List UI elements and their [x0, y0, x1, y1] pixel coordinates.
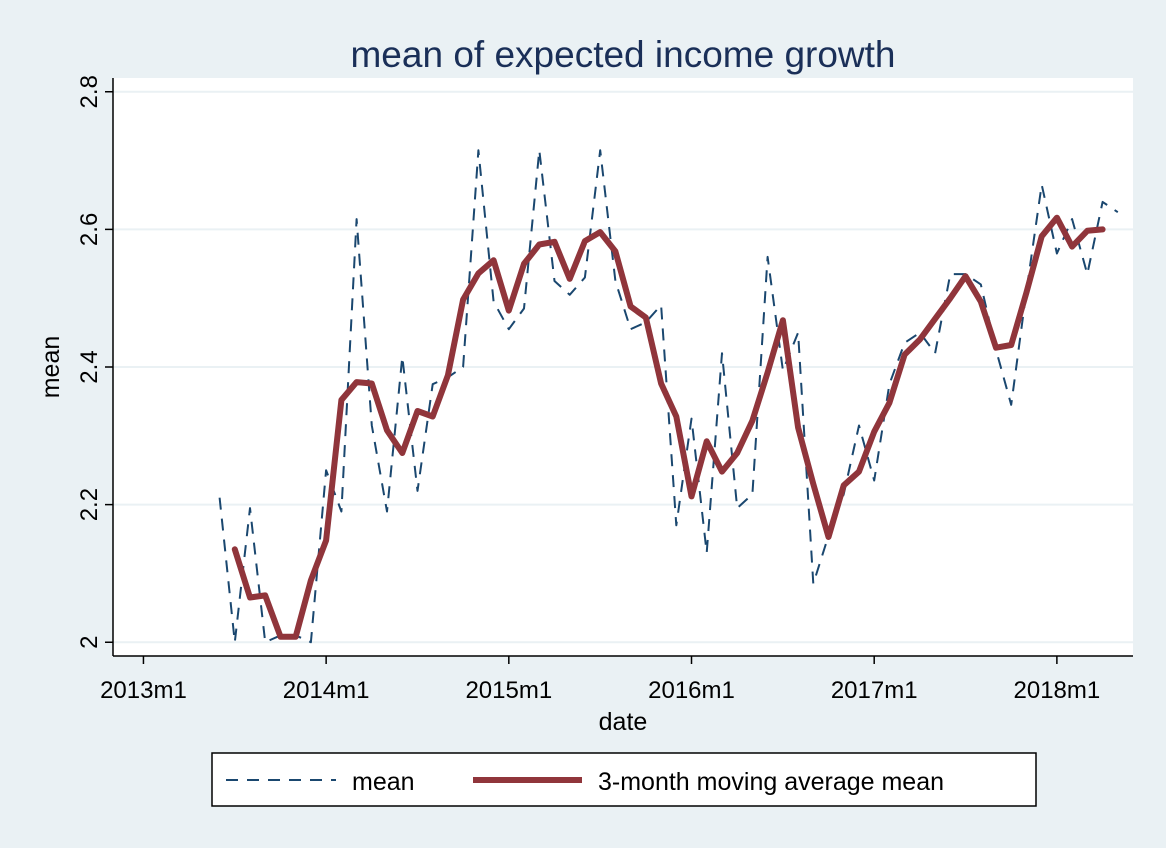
chart-title: mean of expected income growth	[350, 34, 895, 75]
y-axis-label: mean	[37, 336, 65, 399]
legend-label-mean: mean	[352, 768, 415, 796]
y-axis-ticks: 2 2.2 2.4 2.6 2.8	[76, 75, 113, 649]
legend: mean 3-month moving average mean	[211, 752, 1037, 807]
y-tick-label: 2.4	[76, 350, 103, 383]
x-tick-label: 2014m1	[283, 677, 370, 704]
x-axis-label: date	[599, 708, 648, 736]
y-tick-label: 2.6	[76, 213, 103, 246]
x-tick-label: 2013m1	[100, 677, 187, 704]
x-axis-ticks: 2013m1 2014m1 2015m1 2016m1 2017m1 2018m1	[100, 656, 1100, 704]
x-tick-label: 2017m1	[831, 677, 918, 704]
series-line-moving-average	[231, 214, 1106, 640]
x-tick-label: 2015m1	[465, 677, 552, 704]
legend-label-moving-average: 3-month moving average mean	[598, 768, 944, 796]
y-tick-label: 2.8	[76, 75, 103, 108]
y-tick-label: 2	[76, 636, 103, 649]
series-line-mean	[218, 149, 1119, 644]
x-tick-label: 2016m1	[648, 677, 735, 704]
y-tick-label: 2.2	[76, 488, 103, 521]
series-group	[218, 149, 1119, 644]
legend-box	[211, 752, 1037, 807]
x-tick-label: 2018m1	[1014, 677, 1101, 704]
grid-lines	[113, 90, 1133, 644]
